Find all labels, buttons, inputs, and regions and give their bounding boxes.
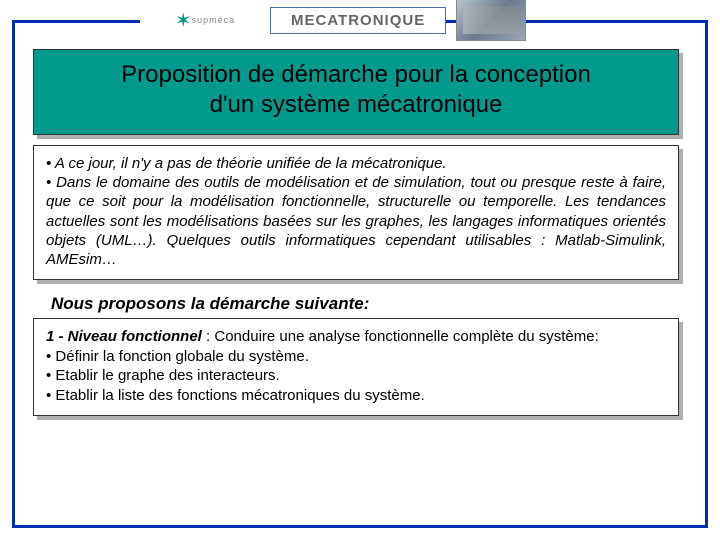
func-bullet-2: • Etablir le graphe des interacteurs. (46, 366, 666, 386)
header-image-icon (456, 0, 526, 41)
title-line-2: d'un système mécatronique (54, 90, 658, 120)
intro-panel: • A ce jour, il n'y a pas de théorie uni… (33, 145, 679, 280)
content-area: Proposition de démarche pour la concepti… (37, 53, 683, 517)
header-chip: MECATRONIQUE (270, 7, 446, 34)
subheading: Nous proposons la démarche suivante: (51, 294, 683, 314)
logo-star-icon: ✶ (175, 8, 190, 33)
func-panel-wrap: 1 - Niveau fonctionnel : Conduire une an… (37, 322, 683, 420)
func-panel: 1 - Niveau fonctionnel : Conduire une an… (33, 318, 679, 416)
intro-panel-wrap: • A ce jour, il n'y a pas de théorie uni… (37, 149, 683, 284)
title-panel-wrap: Proposition de démarche pour la concepti… (37, 53, 683, 139)
func-lead: 1 - Niveau fonctionnel (46, 328, 202, 345)
func-bullet-3: • Etablir la liste des fonctions mécatro… (46, 386, 666, 406)
title-line-1: Proposition de démarche pour la concepti… (54, 60, 658, 90)
func-lead-tail: : Conduire une analyse fonctionnelle com… (202, 328, 599, 345)
func-bullet-1: • Définir la fonction globale du système… (46, 347, 666, 367)
intro-bullet-1: • A ce jour, il n'y a pas de théorie uni… (46, 154, 666, 173)
func-lead-line: 1 - Niveau fonctionnel : Conduire une an… (46, 327, 666, 347)
header-strip: ✶ supméca MECATRONIQUE (140, 0, 660, 40)
title-panel: Proposition de démarche pour la concepti… (33, 49, 679, 135)
logo-box: ✶ supméca (140, 4, 270, 36)
logo-text: supméca (192, 15, 236, 25)
slide-frame: Proposition de démarche pour la concepti… (12, 20, 708, 528)
intro-bullet-2: • Dans le domaine des outils de modélisa… (46, 173, 666, 269)
